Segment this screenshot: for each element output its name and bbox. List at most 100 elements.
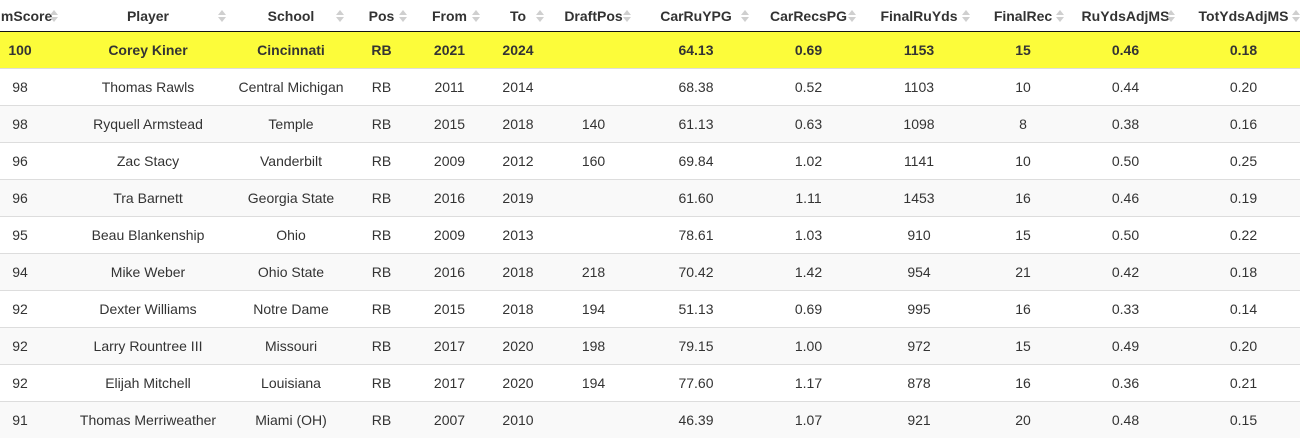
totydsadjms-cell: 0.20 [1181, 69, 1300, 106]
sort-arrows-icon [336, 10, 344, 22]
simscore-cell: 98 [0, 69, 64, 106]
totydsadjms-cell: 0.18 [1181, 254, 1300, 291]
sort-arrows-icon [741, 10, 749, 22]
finalrec-cell: 15 [976, 217, 1070, 254]
draftpos-cell: 194 [550, 365, 637, 402]
totydsadjms-cell: 0.25 [1181, 143, 1300, 180]
from-cell: 2009 [413, 143, 486, 180]
player-cell: Tra Barnett [64, 180, 232, 217]
ruydsadjms-cell: 0.42 [1070, 254, 1181, 291]
sort-arrows-icon [472, 10, 480, 22]
carrecspg-cell: 1.02 [755, 143, 862, 180]
ruydsadjms-cell: 0.36 [1070, 365, 1181, 402]
to-cell: 2012 [486, 143, 550, 180]
ruydsadjms-cell: 0.50 [1070, 143, 1181, 180]
finalruyds-cell: 954 [862, 254, 976, 291]
column-header-player[interactable]: Player [64, 0, 232, 32]
pos-cell: RB [350, 180, 413, 217]
column-header-carruypg[interactable]: CarRuYPG [637, 0, 755, 32]
ruydsadjms-cell: 0.50 [1070, 217, 1181, 254]
ruydsadjms-cell: 0.46 [1070, 32, 1181, 69]
carrecspg-cell: 1.42 [755, 254, 862, 291]
sort-arrows-icon [848, 10, 856, 22]
from-cell: 2011 [413, 69, 486, 106]
player-cell: Corey Kiner [64, 32, 232, 69]
finalruyds-cell: 1453 [862, 180, 976, 217]
column-header-pos[interactable]: Pos [350, 0, 413, 32]
pos-cell: RB [350, 106, 413, 143]
draftpos-cell [550, 217, 637, 254]
carruypg-cell: 51.13 [637, 291, 755, 328]
column-label: FinalRec [994, 8, 1052, 24]
to-cell: 2018 [486, 254, 550, 291]
carrecspg-cell: 1.03 [755, 217, 862, 254]
totydsadjms-cell: 0.15 [1181, 402, 1300, 438]
draftpos-cell [550, 180, 637, 217]
school-cell: Vanderbilt [232, 143, 350, 180]
carrecspg-cell: 0.69 [755, 32, 862, 69]
simscore-cell: 92 [0, 328, 64, 365]
sort-arrows-icon [1292, 10, 1300, 22]
school-cell: Central Michigan [232, 69, 350, 106]
school-cell: Ohio [232, 217, 350, 254]
school-cell: Ohio State [232, 254, 350, 291]
carruypg-cell: 79.15 [637, 328, 755, 365]
column-header-finalrec[interactable]: FinalRec [976, 0, 1070, 32]
column-header-totydsadjms[interactable]: TotYdsAdjMS [1181, 0, 1300, 32]
finalruyds-cell: 995 [862, 291, 976, 328]
from-cell: 2017 [413, 328, 486, 365]
column-header-to[interactable]: To [486, 0, 550, 32]
finalrec-cell: 16 [976, 291, 1070, 328]
column-header-school[interactable]: School [232, 0, 350, 32]
totydsadjms-cell: 0.22 [1181, 217, 1300, 254]
ruydsadjms-cell: 0.33 [1070, 291, 1181, 328]
ruydsadjms-cell: 0.48 [1070, 402, 1181, 438]
draftpos-cell: 198 [550, 328, 637, 365]
player-cell: Dexter Williams [64, 291, 232, 328]
carruypg-cell: 70.42 [637, 254, 755, 291]
pos-cell: RB [350, 32, 413, 69]
to-cell: 2018 [486, 106, 550, 143]
ruydsadjms-cell: 0.46 [1070, 180, 1181, 217]
carruypg-cell: 68.38 [637, 69, 755, 106]
ruydsadjms-cell: 0.44 [1070, 69, 1181, 106]
sort-arrows-icon [1167, 10, 1175, 22]
column-header-from[interactable]: From [413, 0, 486, 32]
player-cell: Thomas Merriweather [64, 402, 232, 438]
column-label: To [510, 8, 526, 24]
finalrec-cell: 16 [976, 180, 1070, 217]
draftpos-cell: 194 [550, 291, 637, 328]
column-header-draftpos[interactable]: DraftPos [550, 0, 637, 32]
finalrec-cell: 15 [976, 328, 1070, 365]
school-cell: Temple [232, 106, 350, 143]
draftpos-cell: 140 [550, 106, 637, 143]
column-label: From [432, 8, 467, 24]
column-label: CarRuYPG [660, 8, 732, 24]
simscore-cell: 95 [0, 217, 64, 254]
draftpos-cell [550, 402, 637, 438]
simscore-cell: 96 [0, 143, 64, 180]
to-cell: 2014 [486, 69, 550, 106]
column-header-simscore[interactable]: SimScore [0, 0, 64, 32]
from-cell: 2007 [413, 402, 486, 438]
to-cell: 2010 [486, 402, 550, 438]
pos-cell: RB [350, 69, 413, 106]
pos-cell: RB [350, 402, 413, 438]
finalrec-cell: 16 [976, 365, 1070, 402]
draftpos-cell: 218 [550, 254, 637, 291]
simscore-cell: 92 [0, 291, 64, 328]
finalruyds-cell: 1153 [862, 32, 976, 69]
totydsadjms-cell: 0.21 [1181, 365, 1300, 402]
from-cell: 2021 [413, 32, 486, 69]
column-header-finalruyds[interactable]: FinalRuYds [862, 0, 976, 32]
sort-arrows-icon [536, 10, 544, 22]
totydsadjms-cell: 0.19 [1181, 180, 1300, 217]
to-cell: 2018 [486, 291, 550, 328]
simscore-cell: 92 [0, 365, 64, 402]
column-header-ruydsadjms[interactable]: RuYdsAdjMS [1070, 0, 1181, 32]
column-header-carrecspg[interactable]: CarRecsPG [755, 0, 862, 32]
